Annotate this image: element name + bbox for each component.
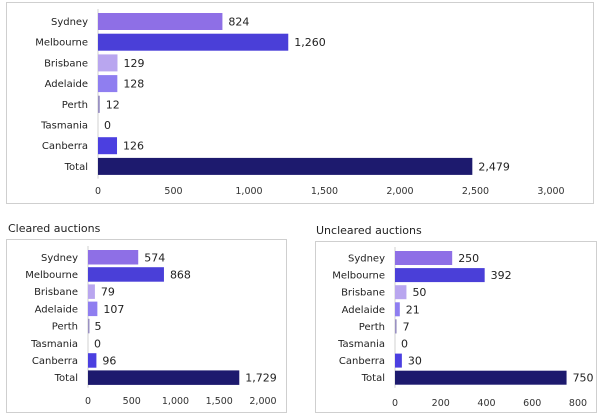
- category-label: Total: [361, 373, 385, 384]
- data-label: 30: [408, 355, 422, 368]
- data-label: 392: [491, 269, 512, 282]
- bar: [88, 370, 240, 385]
- bar: [395, 370, 567, 385]
- data-label: 96: [102, 354, 116, 367]
- data-label: 574: [144, 251, 165, 264]
- uncleared-auctions-chart: Sydney 250 Melbourne 392 Brisbane 50 Adelaide 2…: [332, 247, 594, 409]
- category-label: Canberra: [42, 141, 88, 152]
- bar: [395, 285, 407, 300]
- data-label: 50: [412, 286, 426, 299]
- category-label: Sydney: [41, 253, 78, 264]
- all-auctions-chart: Sydney 824 Melbourne 1,260 Brisbane 129 Adelai…: [35, 9, 565, 197]
- data-label: 12: [106, 98, 120, 111]
- data-label: 126: [123, 140, 144, 153]
- bar: [395, 268, 485, 283]
- data-label: 128: [123, 78, 144, 91]
- data-label: 1,260: [294, 36, 326, 49]
- data-label: 2,479: [478, 160, 510, 173]
- tick-label: 500: [123, 396, 141, 407]
- category-label: Tasmania: [30, 339, 78, 350]
- tick-label: 3,000: [537, 186, 564, 197]
- category-label: Adelaide: [35, 304, 78, 315]
- tick-label: 500: [164, 186, 182, 197]
- category-label: Total: [64, 162, 88, 173]
- category-label: Tasmania: [337, 339, 385, 350]
- tick-label: 600: [523, 398, 541, 409]
- data-label: 0: [104, 119, 111, 132]
- data-label: 868: [170, 268, 191, 281]
- category-label: Tasmania: [40, 121, 88, 132]
- data-label: 0: [94, 337, 101, 350]
- bar: [98, 54, 118, 72]
- cleared-chart-title: Cleared auctions: [8, 222, 101, 235]
- bar: [88, 250, 139, 265]
- category-label: Adelaide: [342, 305, 385, 316]
- category-label: Melbourne: [25, 270, 78, 281]
- bar: [395, 251, 453, 265]
- data-label: 250: [458, 252, 479, 265]
- category-label: Melbourne: [35, 38, 88, 49]
- bar: [88, 267, 164, 282]
- tick-label: 0: [95, 186, 101, 197]
- data-label: 824: [228, 16, 249, 29]
- data-label: 7: [403, 320, 410, 333]
- tick-label: 2,000: [386, 186, 413, 197]
- tick-label: 1,500: [311, 186, 338, 197]
- category-label: Perth: [62, 100, 88, 111]
- bar: [98, 137, 118, 155]
- tick-label: 2,500: [462, 186, 489, 197]
- data-label: 1,729: [245, 372, 277, 385]
- bar-min-marker: [88, 318, 90, 334]
- tick-label: 0: [392, 398, 398, 409]
- cleared-auctions-chart: Sydney 574 Melbourne 868 Brisbane 79 Adelaide 1…: [25, 246, 277, 407]
- uncleared-chart-title: Uncleared auctions: [316, 224, 422, 237]
- tick-label: 1,000: [235, 186, 262, 197]
- category-label: Melbourne: [332, 271, 385, 282]
- bar: [98, 33, 289, 51]
- data-label: 79: [101, 286, 115, 299]
- bar: [88, 353, 97, 368]
- bar: [98, 75, 118, 93]
- bar: [98, 157, 473, 175]
- bar-min-marker: [395, 319, 397, 334]
- category-label: Total: [54, 373, 78, 384]
- category-label: Perth: [52, 322, 78, 333]
- bar: [395, 302, 400, 317]
- data-label: 750: [573, 372, 594, 385]
- tick-label: 200: [432, 398, 450, 409]
- category-label: Canberra: [339, 356, 385, 367]
- category-label: Brisbane: [34, 287, 78, 298]
- data-label: 5: [94, 320, 101, 333]
- category-label: Brisbane: [341, 288, 385, 299]
- data-label: 0: [401, 338, 408, 351]
- bar: [395, 353, 402, 368]
- bar: [98, 13, 223, 30]
- category-label: Sydney: [348, 254, 385, 265]
- tick-label: 0: [85, 396, 91, 407]
- category-label: Adelaide: [45, 79, 88, 90]
- bar-min-marker: [98, 95, 100, 113]
- data-label: 21: [406, 303, 420, 316]
- category-label: Sydney: [51, 17, 88, 28]
- tick-label: 400: [477, 398, 495, 409]
- data-label: 129: [123, 57, 144, 70]
- bar: [88, 301, 98, 317]
- data-label: 107: [103, 303, 124, 316]
- category-label: Canberra: [32, 356, 78, 367]
- tick-label: 2,000: [249, 396, 276, 407]
- category-label: Brisbane: [44, 58, 88, 69]
- tick-label: 1,000: [162, 396, 189, 407]
- tick-label: 1,500: [206, 396, 233, 407]
- tick-label: 800: [569, 398, 587, 409]
- bar: [88, 284, 95, 299]
- category-label: Perth: [359, 322, 385, 333]
